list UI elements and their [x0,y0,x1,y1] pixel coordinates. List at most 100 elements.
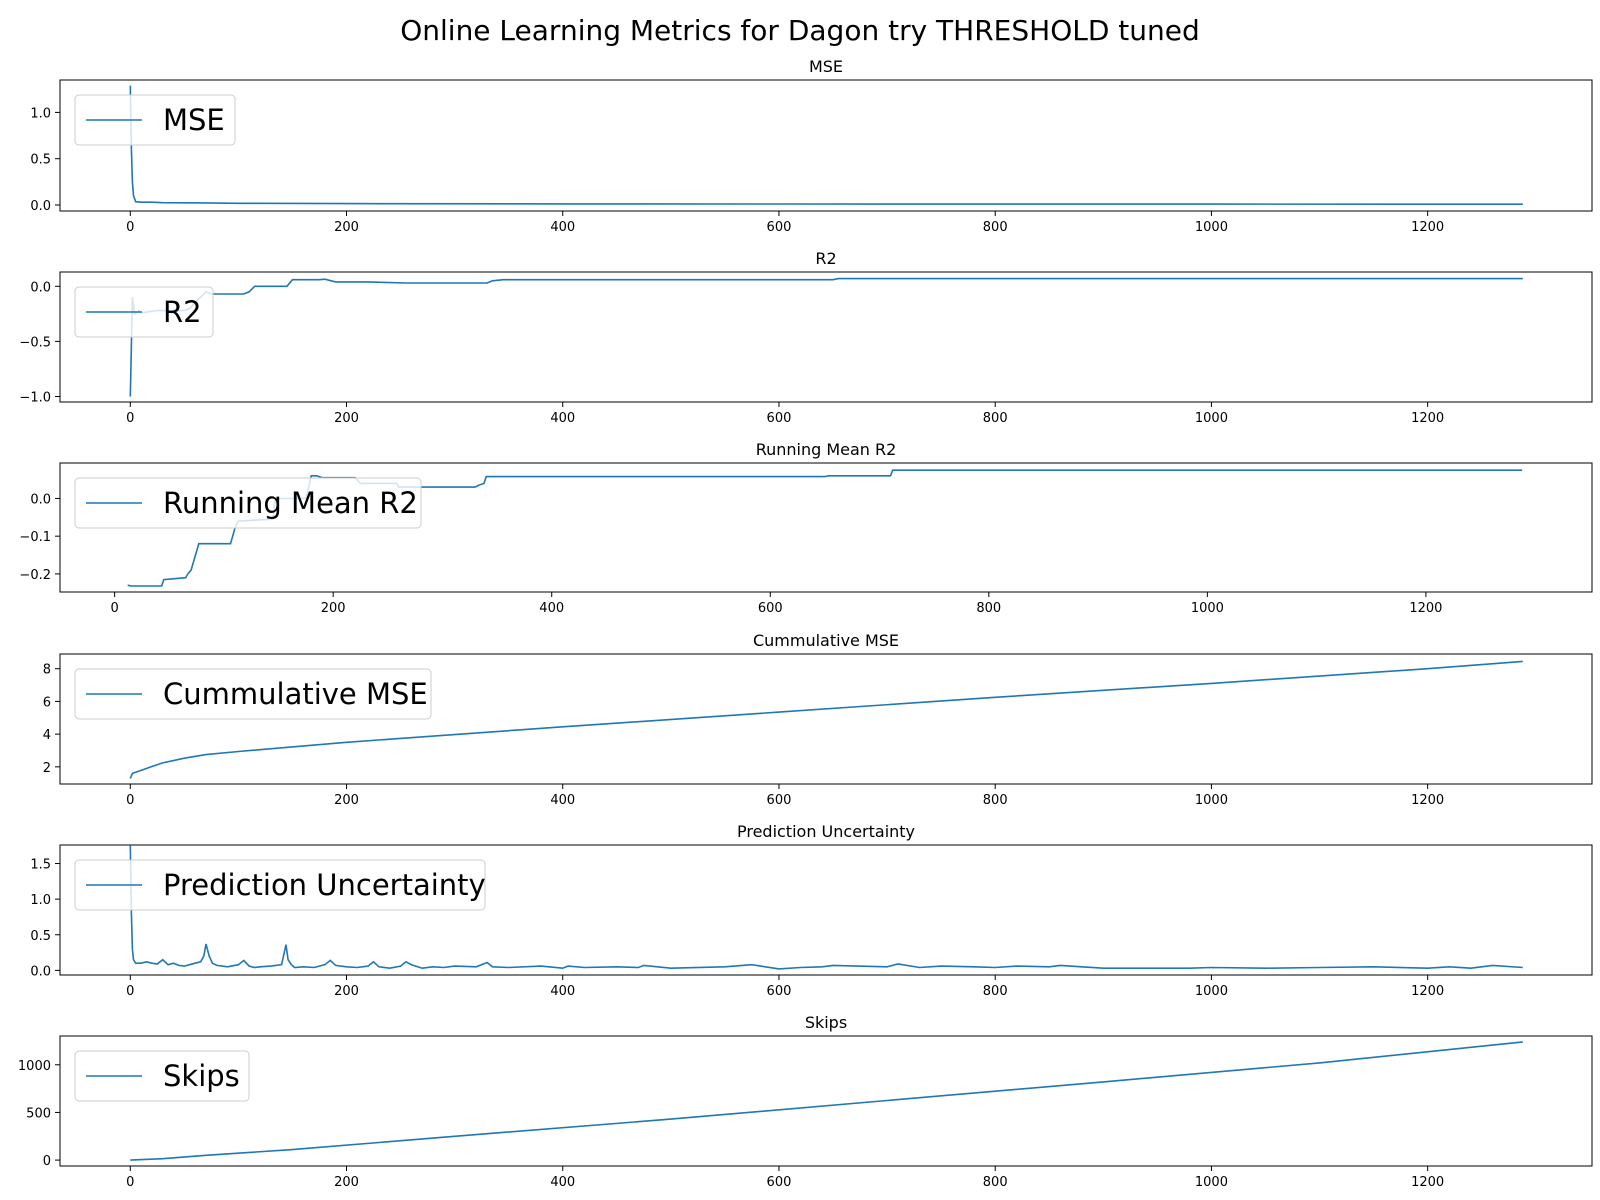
y-tick-label: 0.0 [30,964,51,979]
subplot-6: Skips 0 200 400 600 800 1000 1200 0 500 1000 Skips [18,1013,1593,1190]
legend: MSE [74,94,236,146]
legend: Running Mean R2 [74,477,422,529]
x-tick-label: 600 [767,984,792,999]
x-tick-label: 1200 [1411,1175,1444,1190]
x-tick-label: 200 [334,411,359,426]
series-line [129,85,1523,205]
x-tick-label: 800 [983,411,1008,426]
y-tick-label: −1.0 [19,390,51,405]
subplot-3: Running Mean R2 0 200 400 600 800 1000 1200 −0.2… [19,440,1593,616]
y-tick-label: 0.5 [30,153,51,168]
axes-frame [59,1035,1593,1167]
subplot-title: Running Mean R2 [756,440,897,459]
x-tick-label: 600 [767,220,792,235]
x-tick-label: 1000 [1195,1175,1228,1190]
x-tick-label: 400 [550,220,575,235]
subplot-1: MSE 0 200 400 600 800 1000 1200 0.0 0.5 1.0 MSE [30,57,1593,235]
axes-frame [59,271,1593,403]
x-tick-label: 200 [321,601,346,616]
legend: Prediction Uncertainty [74,859,486,911]
x-tick-label: 1000 [1191,601,1224,616]
x-tick-label: 1200 [1411,793,1444,808]
x-tick-label: 0 [126,793,134,808]
y-tick-label: 8 [43,663,51,678]
x-tick-label: 1000 [1195,220,1228,235]
x-tick-label: 400 [550,793,575,808]
x-tick-label: 400 [539,601,564,616]
legend-box [74,1050,250,1102]
series-line [129,660,1523,779]
x-tick-label: 800 [983,793,1008,808]
legend-label: R2 [163,295,202,329]
x-tick-label: 0 [126,411,134,426]
x-tick-label: 1000 [1195,984,1228,999]
x-tick-label: 1200 [1411,984,1444,999]
y-tick-label: −0.2 [19,568,51,583]
y-tick-label: 0.5 [30,929,51,944]
x-tick-label: 800 [983,984,1008,999]
y-tick-label: 500 [26,1106,51,1121]
y-tick-label: 4 [43,728,51,743]
x-tick-label: 400 [550,984,575,999]
legend-box [74,286,214,338]
y-tick-label: 0.0 [30,280,51,295]
x-tick-label: 200 [334,984,359,999]
y-tick-label: 0 [43,1154,51,1169]
y-tick-label: 0.0 [30,492,51,507]
x-tick-label: 600 [767,1175,792,1190]
x-tick-label: 800 [983,1175,1008,1190]
subplot-title: Prediction Uncertainty [737,822,915,841]
legend: Skips [74,1050,250,1102]
subplot-title: R2 [815,249,836,268]
x-tick-label: 600 [758,601,783,616]
x-tick-label: 1200 [1411,220,1444,235]
y-tick-label: 1.0 [30,893,51,908]
axes-frame [59,462,1593,593]
x-tick-label: 1000 [1195,411,1228,426]
x-tick-label: 400 [550,411,575,426]
legend-box [74,668,432,720]
x-tick-label: 0 [126,1175,134,1190]
x-tick-label: 200 [334,220,359,235]
x-tick-label: 600 [767,411,792,426]
legend-box [74,859,486,911]
x-tick-label: 200 [334,1175,359,1190]
subplot-title: Cummulative MSE [753,631,899,650]
x-tick-label: 0 [126,220,134,235]
legend: R2 [74,286,214,338]
subplot-4: Cummulative MSE 0 200 400 600 800 1000 1200 2 4 6 8… [43,631,1593,808]
y-tick-label: 0.0 [30,199,51,214]
y-tick-label: 1000 [18,1059,51,1074]
axes-frame [59,653,1593,785]
subplot-2: R2 0 200 400 600 800 1000 1200 −1.0 −0.5 0.0 R2 [19,249,1593,426]
series-line [130,1041,1523,1161]
legend-label: MSE [163,103,225,137]
legend-box [74,94,236,146]
y-tick-label: 6 [43,695,51,710]
x-tick-label: 0 [126,984,134,999]
y-tick-label: −0.5 [19,335,51,350]
series-line [129,277,1523,397]
legend-box [74,477,422,529]
x-tick-label: 800 [976,601,1001,616]
x-tick-label: 400 [550,1175,575,1190]
x-tick-label: 1200 [1411,411,1444,426]
series-line [129,845,1523,970]
x-tick-label: 800 [983,220,1008,235]
y-tick-label: 1.5 [30,858,51,873]
subplot-title: Skips [805,1013,847,1032]
y-tick-label: 2 [43,761,51,776]
legend: Cummulative MSE [74,668,432,720]
y-tick-label: −0.1 [19,530,51,545]
x-tick-label: 600 [767,793,792,808]
legend-label: Running Mean R2 [163,486,418,520]
axes-frame [59,844,1593,976]
legend-label: Cummulative MSE [163,677,428,711]
x-tick-label: 0 [110,601,118,616]
axes-frame [59,79,1593,212]
x-tick-label: 1000 [1195,793,1228,808]
subplot-5: Prediction Uncertainty 0 200 400 600 800 1000 1… [30,822,1593,999]
legend-label: Skips [163,1059,240,1093]
